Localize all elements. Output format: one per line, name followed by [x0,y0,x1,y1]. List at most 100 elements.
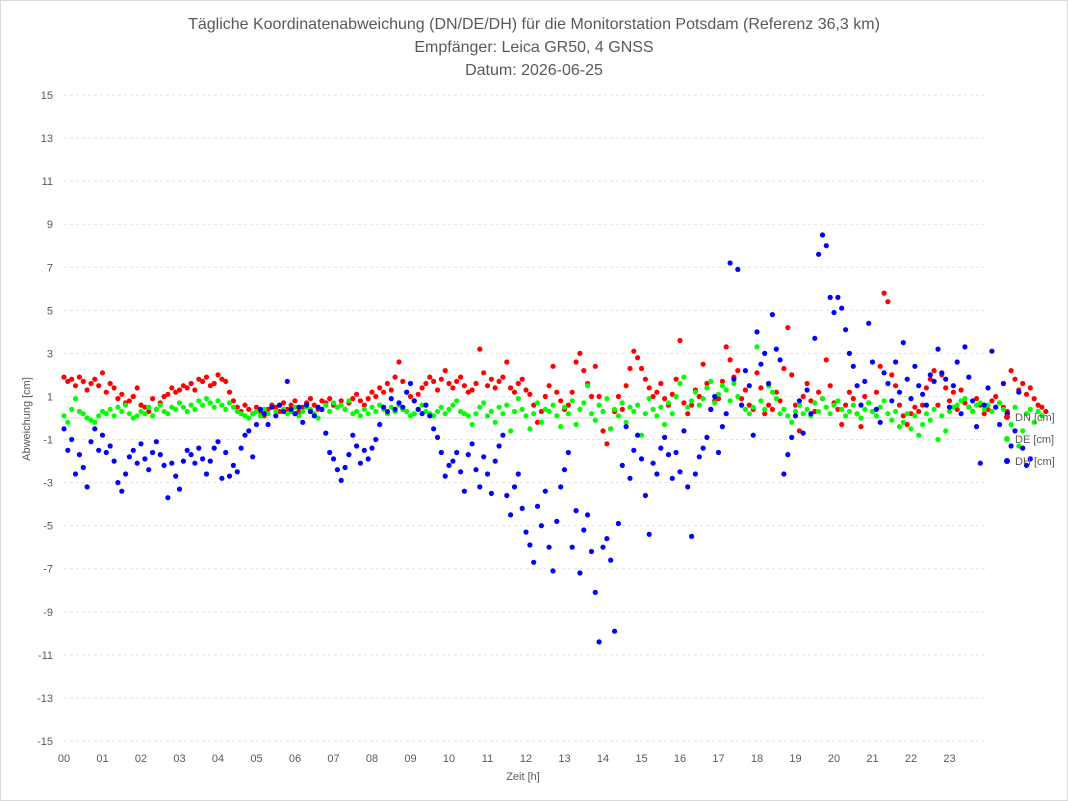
data-point-dh [230,462,236,468]
data-point-de [596,402,602,408]
data-point-dn [885,299,891,305]
data-point-dn [203,374,210,380]
data-point-dh [731,376,737,382]
data-point-de [985,402,991,408]
data-point-dh [950,383,957,389]
data-point-de [1020,428,1026,434]
data-point-dh [1012,428,1018,434]
data-point-dh [219,475,225,481]
data-point-dn [531,402,537,408]
data-point-dh [985,385,991,391]
data-point-dn [242,402,248,408]
x-tick-label: 04 [212,753,224,765]
data-point-de [588,411,595,417]
data-point-dn [288,402,294,408]
data-point-de [419,402,425,408]
data-point-dn [681,400,687,406]
data-point-de [862,406,868,412]
data-point-dn [839,421,845,428]
data-point-de [99,408,106,415]
data-point-dn [215,372,221,378]
data-point-de [850,402,856,408]
data-point-dn [615,393,622,400]
data-point-de [608,426,614,432]
data-point-dh [700,445,706,451]
data-point-de [246,415,252,421]
data-point-dn [935,402,941,408]
data-point-dn [923,385,930,391]
y-tick-label: 5 [47,305,53,317]
data-point-de [1035,408,1041,415]
data-point-dn [277,408,283,415]
data-point-dh [88,439,94,445]
data-point-dn [735,368,741,374]
data-point-de [219,402,225,408]
data-point-de [812,400,818,406]
data-point-dh [342,464,348,471]
data-point-dh [877,419,883,425]
data-point-dn [781,365,787,372]
data-point-dn [253,404,260,410]
data-point-dh [546,544,552,550]
data-point-dn [280,400,287,406]
data-point-dh [72,471,79,477]
data-point-dh [1016,389,1022,395]
data-point-de [877,404,883,410]
data-point-dn [365,396,371,402]
data-point-dn [450,385,456,391]
data-point-dh [400,404,406,410]
x-tick-label: 16 [674,753,686,765]
data-point-de [134,413,140,419]
data-point-dn [319,398,325,404]
data-point-de [130,415,136,421]
data-point-dn [454,378,460,384]
data-point-dh [531,559,537,565]
data-point-de [896,424,903,430]
data-point-dn [69,376,75,382]
data-point-dh [161,462,167,468]
data-point-dh [712,393,718,400]
data-point-dh [858,402,864,408]
data-point-dn [850,396,856,402]
data-point-dn [700,361,706,367]
data-point-dh [835,294,841,300]
data-point-dn [504,359,510,365]
data-point-dn [192,387,198,393]
data-point-de [1000,406,1007,412]
data-point-dn [823,357,829,363]
data-point-dn [650,393,656,400]
data-point-de [762,406,768,412]
data-point-de [769,389,776,395]
data-point-de [431,413,437,419]
data-point-dn [427,374,433,380]
data-point-dh [484,471,491,477]
data-point-de [346,398,352,404]
data-point-dn [816,389,822,395]
data-point-dh [65,447,71,453]
data-point-dh [350,432,356,438]
data-point-dn [176,387,183,393]
data-point-dn [789,372,795,378]
data-point-de [69,406,75,412]
data-point-dh [504,492,510,499]
data-point-dh [654,471,660,477]
y-tick-label: -11 [38,650,53,662]
data-point-dn [130,393,136,400]
data-point-de [334,404,340,410]
data-point-de [373,408,379,415]
data-point-dn [200,378,206,384]
data-point-de [615,413,622,419]
data-point-dn [423,380,429,387]
data-point-dn [827,383,833,389]
data-point-dn [623,383,629,389]
data-point-de [554,413,560,419]
data-point-dh [288,406,294,412]
data-point-de [161,408,167,415]
x-tick-label: 15 [635,753,647,765]
data-point-dh [407,380,414,387]
data-point-dh [943,376,949,382]
data-point-dh [804,387,810,393]
data-point-de [950,404,957,410]
data-point-de [831,402,837,408]
data-point-de [450,402,456,408]
